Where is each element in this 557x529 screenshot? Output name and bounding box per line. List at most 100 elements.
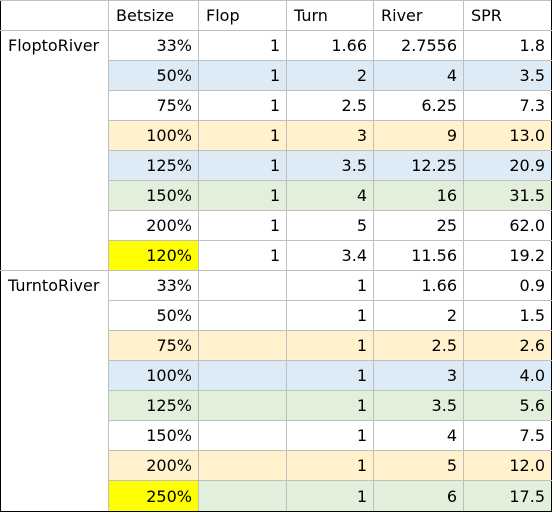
cell-river[interactable]: 3.5 — [373, 390, 464, 421]
header-cell-spr[interactable]: SPR — [463, 0, 552, 31]
header-cell-turn[interactable]: Turn — [286, 0, 374, 31]
cell-spr[interactable]: 0.9 — [463, 270, 552, 301]
cell-betsize[interactable]: 50% — [108, 300, 199, 331]
cell-turn[interactable]: 5 — [286, 210, 374, 241]
cell-river[interactable]: 1.66 — [373, 270, 464, 301]
cell-flop[interactable] — [198, 390, 287, 421]
cell-flop[interactable] — [198, 450, 287, 481]
header-cell-corner[interactable] — [0, 0, 109, 31]
section-label-empty-cell[interactable] — [0, 210, 109, 241]
cell-river[interactable]: 9 — [373, 120, 464, 151]
section-label-cell[interactable]: TurntoRiver — [0, 270, 109, 301]
cell-river[interactable]: 4 — [373, 60, 464, 91]
section-label-empty-cell[interactable] — [0, 150, 109, 181]
cell-betsize[interactable]: 150% — [108, 420, 199, 451]
cell-turn[interactable]: 2 — [286, 60, 374, 91]
cell-turn[interactable]: 1 — [286, 390, 374, 421]
section-label-empty-cell[interactable] — [0, 180, 109, 211]
cell-turn[interactable]: 1 — [286, 480, 374, 512]
cell-spr[interactable]: 1.8 — [463, 30, 552, 61]
cell-flop[interactable]: 1 — [198, 120, 287, 151]
cell-turn[interactable]: 3.4 — [286, 240, 374, 271]
cell-betsize[interactable]: 250% — [108, 480, 199, 512]
cell-river[interactable]: 2 — [373, 300, 464, 331]
cell-turn[interactable]: 1 — [286, 450, 374, 481]
cell-flop[interactable] — [198, 300, 287, 331]
cell-spr[interactable]: 19.2 — [463, 240, 552, 271]
cell-river[interactable]: 12.25 — [373, 150, 464, 181]
cell-river[interactable]: 4 — [373, 420, 464, 451]
cell-betsize[interactable]: 120% — [108, 240, 199, 271]
cell-betsize[interactable]: 100% — [108, 360, 199, 391]
section-label-cell[interactable]: FloptoRiver — [0, 30, 109, 61]
section-label-empty-cell[interactable] — [0, 120, 109, 151]
cell-spr[interactable]: 2.6 — [463, 330, 552, 361]
cell-turn[interactable]: 1 — [286, 420, 374, 451]
cell-spr[interactable]: 7.3 — [463, 90, 552, 121]
cell-river[interactable]: 2.7556 — [373, 30, 464, 61]
section-label-empty-cell[interactable] — [0, 90, 109, 121]
cell-turn[interactable]: 1.66 — [286, 30, 374, 61]
cell-turn[interactable]: 3 — [286, 120, 374, 151]
cell-turn[interactable]: 2.5 — [286, 90, 374, 121]
section-label-empty-cell[interactable] — [0, 300, 109, 331]
cell-turn[interactable]: 1 — [286, 270, 374, 301]
cell-betsize[interactable]: 200% — [108, 450, 199, 481]
cell-betsize[interactable]: 33% — [108, 30, 199, 61]
cell-flop[interactable]: 1 — [198, 240, 287, 271]
cell-flop[interactable]: 1 — [198, 60, 287, 91]
cell-turn[interactable]: 1 — [286, 330, 374, 361]
cell-flop[interactable] — [198, 420, 287, 451]
section-label-empty-cell[interactable] — [0, 60, 109, 91]
header-cell-flop[interactable]: Flop — [198, 0, 287, 31]
section-label-empty-cell[interactable] — [0, 360, 109, 391]
cell-spr[interactable]: 5.6 — [463, 390, 552, 421]
cell-river[interactable]: 25 — [373, 210, 464, 241]
section-label-empty-cell[interactable] — [0, 240, 109, 271]
cell-turn[interactable]: 3.5 — [286, 150, 374, 181]
cell-flop[interactable] — [198, 480, 287, 512]
cell-flop[interactable]: 1 — [198, 180, 287, 211]
cell-river[interactable]: 2.5 — [373, 330, 464, 361]
section-label-empty-cell[interactable] — [0, 450, 109, 481]
cell-spr[interactable]: 17.5 — [463, 480, 552, 512]
cell-spr[interactable]: 3.5 — [463, 60, 552, 91]
cell-betsize[interactable]: 150% — [108, 180, 199, 211]
cell-spr[interactable]: 1.5 — [463, 300, 552, 331]
cell-flop[interactable]: 1 — [198, 150, 287, 181]
cell-flop[interactable]: 1 — [198, 90, 287, 121]
cell-river[interactable]: 5 — [373, 450, 464, 481]
cell-flop[interactable]: 1 — [198, 30, 287, 61]
header-cell-betsize[interactable]: Betsize — [108, 0, 199, 31]
cell-betsize[interactable]: 50% — [108, 60, 199, 91]
cell-betsize[interactable]: 75% — [108, 330, 199, 361]
cell-river[interactable]: 3 — [373, 360, 464, 391]
cell-betsize[interactable]: 33% — [108, 270, 199, 301]
cell-flop[interactable]: 1 — [198, 210, 287, 241]
cell-flop[interactable] — [198, 270, 287, 301]
section-label-empty-cell[interactable] — [0, 420, 109, 451]
cell-flop[interactable] — [198, 330, 287, 361]
cell-betsize[interactable]: 100% — [108, 120, 199, 151]
cell-turn[interactable]: 1 — [286, 360, 374, 391]
cell-river[interactable]: 6 — [373, 480, 464, 512]
cell-betsize[interactable]: 125% — [108, 150, 199, 181]
cell-betsize[interactable]: 200% — [108, 210, 199, 241]
cell-river[interactable]: 6.25 — [373, 90, 464, 121]
section-label-empty-cell[interactable] — [0, 480, 109, 512]
section-label-empty-cell[interactable] — [0, 330, 109, 361]
cell-turn[interactable]: 4 — [286, 180, 374, 211]
cell-turn[interactable]: 1 — [286, 300, 374, 331]
cell-river[interactable]: 16 — [373, 180, 464, 211]
cell-river[interactable]: 11.56 — [373, 240, 464, 271]
cell-spr[interactable]: 4.0 — [463, 360, 552, 391]
cell-spr[interactable]: 12.0 — [463, 450, 552, 481]
cell-spr[interactable]: 20.9 — [463, 150, 552, 181]
cell-spr[interactable]: 31.5 — [463, 180, 552, 211]
cell-spr[interactable]: 62.0 — [463, 210, 552, 241]
cell-betsize[interactable]: 75% — [108, 90, 199, 121]
header-cell-river[interactable]: River — [373, 0, 464, 31]
section-label-empty-cell[interactable] — [0, 390, 109, 421]
cell-spr[interactable]: 7.5 — [463, 420, 552, 451]
cell-spr[interactable]: 13.0 — [463, 120, 552, 151]
